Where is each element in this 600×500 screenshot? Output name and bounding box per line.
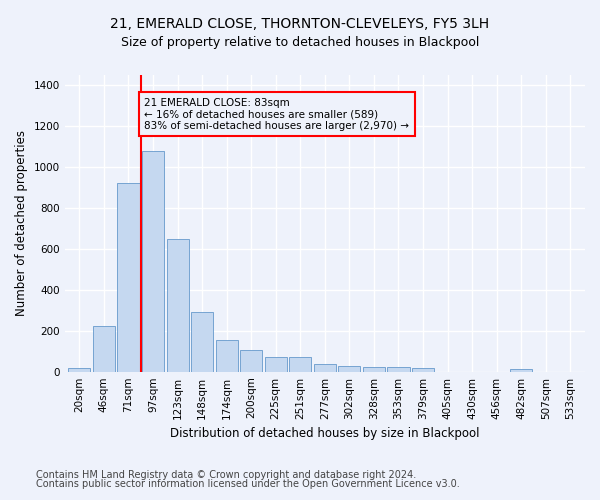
- Text: Contains HM Land Registry data © Crown copyright and database right 2024.: Contains HM Land Registry data © Crown c…: [36, 470, 416, 480]
- Bar: [412, 368, 434, 372]
- Text: 21, EMERALD CLOSE, THORNTON-CLEVELEYS, FY5 3LH: 21, EMERALD CLOSE, THORNTON-CLEVELEYS, F…: [110, 18, 490, 32]
- Bar: [68, 368, 91, 372]
- Text: Contains public sector information licensed under the Open Government Licence v3: Contains public sector information licen…: [36, 479, 460, 489]
- Bar: [240, 350, 262, 372]
- Bar: [265, 358, 287, 372]
- X-axis label: Distribution of detached houses by size in Blackpool: Distribution of detached houses by size …: [170, 427, 479, 440]
- Text: 21 EMERALD CLOSE: 83sqm
← 16% of detached houses are smaller (589)
83% of semi-d: 21 EMERALD CLOSE: 83sqm ← 16% of detache…: [145, 98, 409, 130]
- Bar: [388, 367, 410, 372]
- Bar: [167, 238, 188, 372]
- Bar: [314, 364, 336, 372]
- Bar: [363, 367, 385, 372]
- Bar: [118, 184, 140, 372]
- Y-axis label: Number of detached properties: Number of detached properties: [15, 130, 28, 316]
- Bar: [289, 358, 311, 372]
- Bar: [510, 369, 532, 372]
- Bar: [338, 366, 361, 372]
- Bar: [191, 312, 213, 372]
- Bar: [142, 150, 164, 372]
- Text: Size of property relative to detached houses in Blackpool: Size of property relative to detached ho…: [121, 36, 479, 49]
- Bar: [215, 340, 238, 372]
- Bar: [93, 326, 115, 372]
